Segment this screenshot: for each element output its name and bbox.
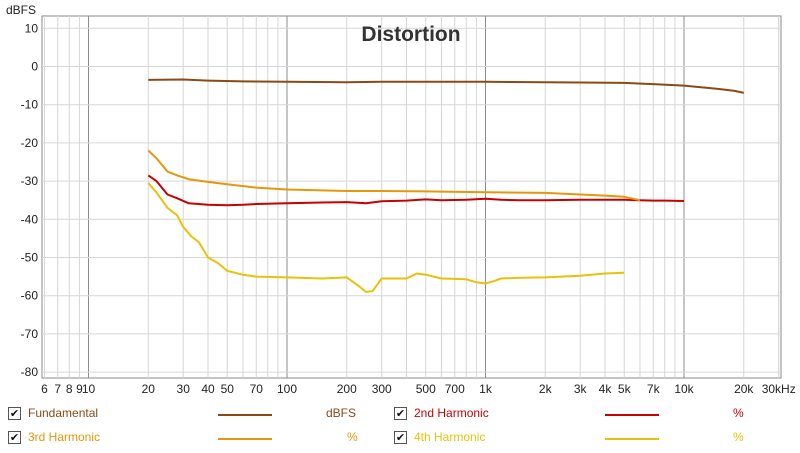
legend-item-3rd-harmonic[interactable]: ✔ 3rd Harmonic %: [8, 429, 388, 447]
y-axis-label: dBFS: [6, 3, 36, 17]
checkbox-fundamental[interactable]: ✔: [8, 407, 21, 420]
series-line-4th-harmonic: [147, 182, 625, 293]
x-tick-label: 7k: [647, 382, 661, 396]
series-layer: [147, 78, 745, 293]
legend-item-fundamental[interactable]: ✔ Fundamental dBFS: [8, 405, 388, 423]
chart-title: Distortion: [361, 23, 460, 46]
plot-frame: [41, 15, 782, 379]
x-tick-label: 20: [142, 382, 156, 396]
x-tick-label: 300: [372, 382, 392, 396]
y-tick-label: -20: [21, 136, 39, 150]
x-tick-label: 9: [76, 382, 83, 396]
x-tick-label: 200: [337, 382, 357, 396]
y-tick-label: -80: [21, 365, 39, 379]
legend-unit-fundamental: dBFS: [326, 406, 357, 420]
legend-swatch-fundamental: [218, 414, 272, 416]
legend-item-4th-harmonic[interactable]: ✔ 4th Harmonic %: [394, 429, 774, 447]
legend-swatch-3rd-harmonic: [218, 438, 272, 440]
distortion-chart: 100-10-20-30-40-50-60-70-806 7 8 9 10 20 30 40 5…: [6, 3, 796, 396]
legend-label-4th-harmonic: 4th Harmonic: [414, 430, 486, 444]
x-tick-label: 7: [54, 382, 61, 396]
checkbox-2nd-harmonic[interactable]: ✔: [394, 407, 407, 420]
legend-label-2nd-harmonic: 2nd Harmonic: [414, 406, 489, 420]
x-tick-label: 2k: [539, 382, 553, 396]
x-tick-label: 1k: [479, 382, 493, 396]
y-tick-label: -10: [21, 98, 39, 112]
legend-unit-3rd-harmonic: %: [347, 430, 358, 444]
y-tick-label: -30: [21, 174, 39, 188]
x-tick-label: 4k: [599, 382, 613, 396]
series-line-3rd-harmonic: [147, 149, 641, 202]
grid-layer: [41, 15, 782, 379]
checkbox-4th-harmonic[interactable]: ✔: [394, 431, 407, 444]
x-tick-label: 700: [445, 382, 465, 396]
x-tick-label: 10: [82, 382, 96, 396]
x-tick-label: 50: [221, 382, 235, 396]
legend-swatch-2nd-harmonic: [605, 414, 659, 416]
legend-label-fundamental: Fundamental: [28, 406, 99, 420]
x-tick-label: 20k: [734, 382, 754, 396]
tick-layer: 100-10-20-30-40-50-60-70-806 7 8 9 10 20 30 40 5…: [21, 21, 796, 396]
x-tick-label: 6: [41, 382, 48, 396]
x-tick-label: 5k: [618, 382, 632, 396]
y-tick-label: -50: [21, 251, 39, 265]
checkbox-3rd-harmonic[interactable]: ✔: [8, 431, 21, 444]
y-tick-label: 0: [31, 60, 38, 74]
legend-item-2nd-harmonic[interactable]: ✔ 2nd Harmonic %: [394, 405, 774, 423]
x-tick-label: 10k: [674, 382, 694, 396]
x-tick-label: 40: [201, 382, 215, 396]
y-tick-label: -40: [21, 212, 39, 226]
legend-swatch-4th-harmonic: [605, 438, 659, 440]
series-line-fundamental: [148, 78, 745, 94]
y-tick-label: -70: [21, 327, 39, 341]
legend-unit-2nd-harmonic: %: [733, 406, 744, 420]
y-tick-label: 10: [25, 21, 39, 35]
x-tick-label: 100: [277, 382, 297, 396]
x-tick-label: 500: [416, 382, 436, 396]
x-tick-label: 8: [66, 382, 73, 396]
x-tick-label: 70: [250, 382, 264, 396]
y-tick-label: -60: [21, 289, 39, 303]
legend-label-3rd-harmonic: 3rd Harmonic: [28, 430, 101, 444]
x-tick-label: 3k: [574, 382, 588, 396]
x-tick-label: 30kHz: [762, 382, 796, 396]
series-line-2nd-harmonic: [147, 174, 685, 207]
x-tick-label: 30: [177, 382, 191, 396]
legend-unit-4th-harmonic: %: [733, 430, 744, 444]
